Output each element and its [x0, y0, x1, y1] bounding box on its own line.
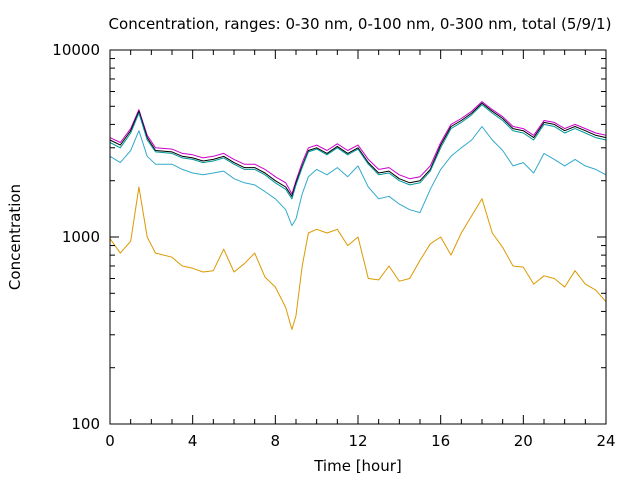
x-tick-label: 20 — [514, 432, 533, 450]
y-tick-labels: 100 1000 10000 — [52, 41, 100, 433]
series-line-4 — [109, 126, 607, 227]
x-tick-labels: 0 4 8 12 16 20 24 — [105, 432, 615, 450]
y-tick-label: 10000 — [52, 41, 100, 59]
x-tick-label: 24 — [596, 432, 615, 450]
series-layer — [109, 101, 607, 330]
y-tick-label: 1000 — [62, 228, 100, 246]
x-tick-label: 16 — [431, 432, 450, 450]
chart-title: Concentration, ranges: 0-30 nm, 0-100 nm… — [109, 15, 612, 33]
x-tick-label: 8 — [271, 432, 281, 450]
tick-layer — [109, 49, 607, 425]
y-axis-label: Concentration — [6, 184, 24, 290]
x-tick-label: 0 — [105, 432, 115, 450]
series-line-3 — [109, 104, 607, 200]
x-tick-label: 12 — [348, 432, 367, 450]
series-line-1 — [109, 101, 607, 195]
x-tick-label: 4 — [188, 432, 198, 450]
x-axis-label: Time [hour] — [313, 457, 402, 475]
series-line-5 — [109, 186, 607, 330]
series-line-2 — [109, 102, 607, 197]
y-tick-label: 100 — [71, 415, 100, 433]
